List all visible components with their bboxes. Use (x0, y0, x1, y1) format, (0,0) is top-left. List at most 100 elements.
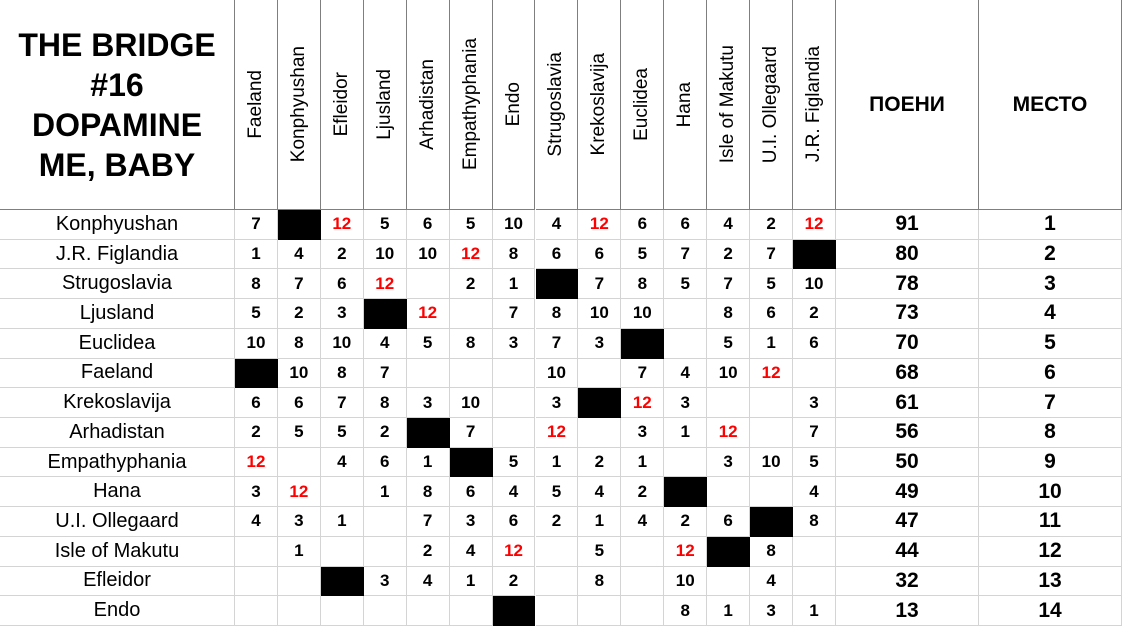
vote-cell: 2 (707, 239, 751, 270)
vote-cell: 3 (277, 507, 321, 537)
country-name: Hana (0, 477, 235, 508)
vote-cell: 2 (235, 418, 278, 448)
self-vote-cell (406, 418, 450, 448)
points-cell: 91 (836, 210, 979, 240)
vote-cell: 7 (793, 418, 836, 448)
empty-cell (363, 507, 407, 537)
vote-cell: 6 (449, 477, 493, 508)
self-vote-cell (320, 566, 364, 597)
country-name: Empathyphania (0, 447, 235, 478)
vote-cell: 3 (449, 507, 493, 537)
vote-cell: 5 (492, 447, 536, 478)
column-header-text: Faeland (244, 70, 266, 139)
points-cell: 32 (836, 566, 979, 597)
vote-cell: 12 (406, 299, 450, 329)
vote-cell: 8 (578, 566, 622, 597)
empty-cell (664, 328, 708, 359)
vote-cell: 7 (535, 328, 579, 359)
vote-cell: 7 (363, 358, 407, 389)
vote-cell: 2 (664, 507, 708, 537)
vote-cell: 1 (235, 239, 278, 270)
self-vote-cell (535, 269, 579, 300)
column-header: Isle of Makutu (707, 0, 751, 210)
column-header-text: Efleidor (330, 72, 352, 137)
vote-cell: 6 (406, 210, 450, 240)
empty-cell (664, 447, 708, 478)
vote-cell: 4 (363, 328, 407, 359)
vote-cell: 6 (277, 388, 321, 418)
vote-cell: 5 (363, 210, 407, 240)
points-cell: 44 (836, 536, 979, 567)
vote-cell: 5 (235, 299, 278, 329)
vote-cell: 10 (492, 210, 536, 240)
vote-cell: 4 (449, 536, 493, 567)
vote-cell: 10 (449, 388, 493, 418)
vote-cell: 4 (406, 566, 450, 597)
place-cell: 11 (979, 507, 1122, 537)
vote-cell: 4 (621, 507, 665, 537)
vote-cell: 6 (578, 239, 622, 270)
vote-cell: 3 (363, 566, 407, 597)
place-cell: 1 (979, 210, 1122, 240)
place-cell: 4 (979, 299, 1122, 329)
column-header: Arhadistan (406, 0, 450, 210)
vote-cell: 10 (664, 566, 708, 597)
column-header-text: Konphyushan (287, 46, 309, 163)
self-vote-cell (664, 477, 708, 508)
country-name: Efleidor (0, 566, 235, 597)
vote-cell: 6 (664, 210, 708, 240)
vote-cell: 2 (793, 299, 836, 329)
title-cell: THE BRIDGE #16 DOPAMINE ME, BABY (0, 0, 235, 210)
self-vote-cell (621, 328, 665, 359)
vote-cell: 12 (320, 210, 364, 240)
self-vote-cell (492, 596, 536, 626)
vote-cell: 12 (707, 418, 751, 448)
vote-cell: 12 (621, 388, 665, 418)
column-header-text: Endo (502, 82, 524, 127)
country-name: Endo (0, 596, 235, 626)
vote-cell: 3 (535, 388, 579, 418)
place-cell: 9 (979, 447, 1122, 478)
vote-cell: 5 (750, 269, 794, 300)
vote-cell: 5 (406, 328, 450, 359)
country-name: Isle of Makutu (0, 536, 235, 567)
title-line: THE BRIDGE (18, 26, 216, 63)
vote-cell: 3 (235, 477, 278, 508)
vote-cell: 7 (492, 299, 536, 329)
empty-cell (406, 596, 450, 626)
column-header: Empathyphania (449, 0, 493, 210)
vote-cell: 12 (492, 536, 536, 567)
vote-cell: 4 (320, 447, 364, 478)
points-cell: 47 (836, 507, 979, 537)
vote-cell: 1 (535, 447, 579, 478)
vote-cell: 7 (578, 269, 622, 300)
empty-cell (406, 269, 450, 300)
vote-cell: 1 (707, 596, 751, 626)
vote-cell: 1 (406, 447, 450, 478)
empty-cell (578, 358, 622, 389)
column-header-text: Krekoslavija (588, 53, 610, 156)
empty-cell (793, 566, 836, 597)
vote-cell: 8 (707, 299, 751, 329)
points-cell: 80 (836, 239, 979, 270)
vote-cell: 2 (363, 418, 407, 448)
self-vote-cell (277, 210, 321, 240)
points-header: ПОЕНИ (836, 0, 979, 210)
country-name: Krekoslavija (0, 388, 235, 418)
vote-cell: 6 (750, 299, 794, 329)
vote-cell: 1 (578, 507, 622, 537)
vote-cell: 1 (320, 507, 364, 537)
points-cell: 56 (836, 418, 979, 448)
vote-cell: 5 (535, 477, 579, 508)
vote-cell: 3 (320, 299, 364, 329)
vote-cell: 6 (235, 388, 278, 418)
vote-cell: 3 (621, 418, 665, 448)
vote-cell: 1 (277, 536, 321, 567)
vote-cell: 5 (578, 536, 622, 567)
vote-cell: 12 (578, 210, 622, 240)
place-cell: 14 (979, 596, 1122, 626)
vote-cell: 2 (750, 210, 794, 240)
empty-cell (406, 358, 450, 389)
vote-cell: 7 (235, 210, 278, 240)
points-cell: 68 (836, 358, 979, 389)
